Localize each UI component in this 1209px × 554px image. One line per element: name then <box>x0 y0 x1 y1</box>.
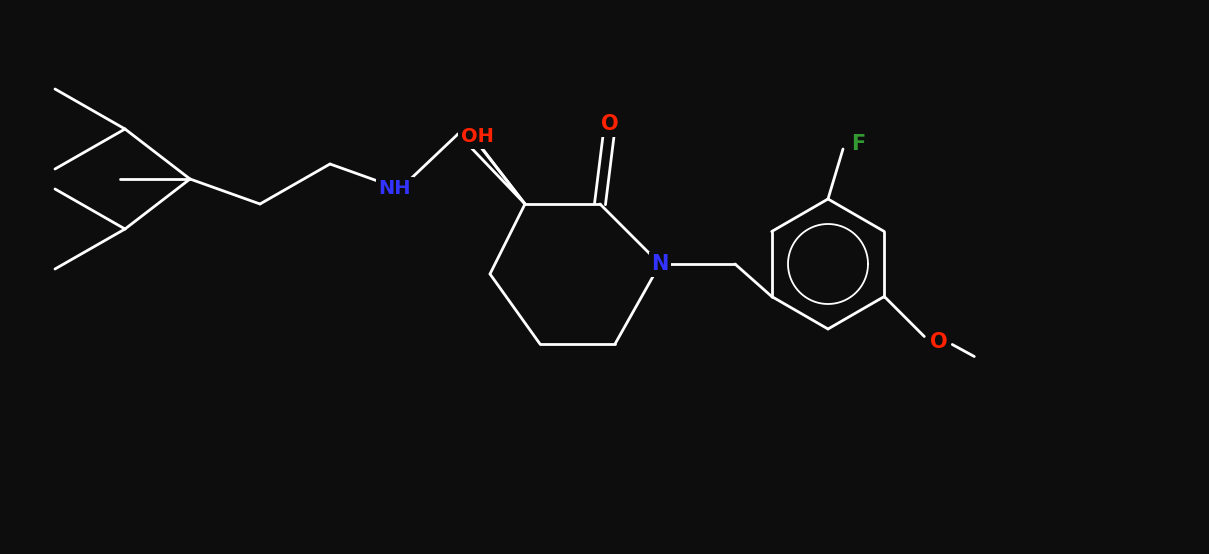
Text: O: O <box>931 331 948 351</box>
Text: OH: OH <box>461 127 493 146</box>
Text: N: N <box>652 254 669 274</box>
Text: O: O <box>601 114 619 134</box>
Text: NH: NH <box>378 179 411 198</box>
Text: F: F <box>851 134 866 154</box>
